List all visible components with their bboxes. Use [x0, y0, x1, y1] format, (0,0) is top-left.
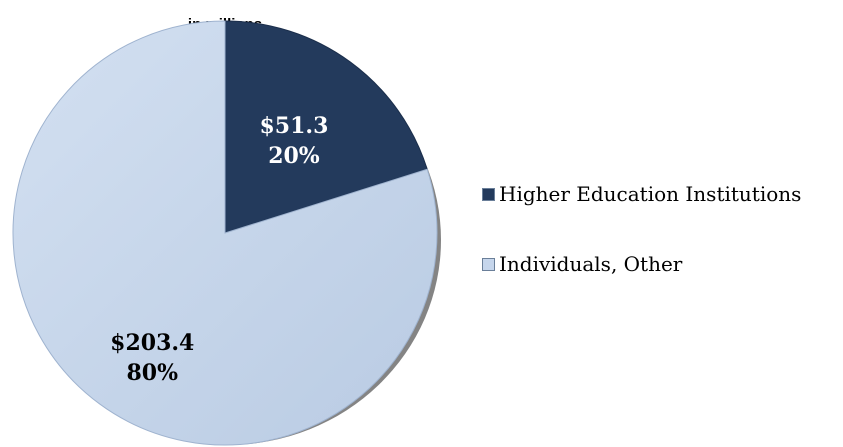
legend-swatch-higher-education	[482, 187, 495, 201]
value-label-individuals-other: $203.4	[110, 330, 194, 356]
legend-label-individuals-other: Individuals, Other	[499, 252, 683, 276]
legend-item-higher-education: Higher Education Institutions	[482, 182, 801, 206]
value-label-higher-education: $51.3	[260, 113, 329, 139]
percent-label-higher-education: 20%	[268, 143, 320, 169]
legend-swatch-individuals-other	[482, 257, 495, 271]
legend: Higher Education Institutions Individual…	[482, 182, 801, 322]
pie-slice-individuals-other	[12, 20, 438, 446]
pie-slice-higher-education	[224, 20, 428, 234]
percent-label-individuals-other: 80%	[126, 360, 178, 386]
legend-item-individuals-other: Individuals, Other	[482, 252, 801, 276]
legend-label-higher-education: Higher Education Institutions	[499, 182, 802, 206]
